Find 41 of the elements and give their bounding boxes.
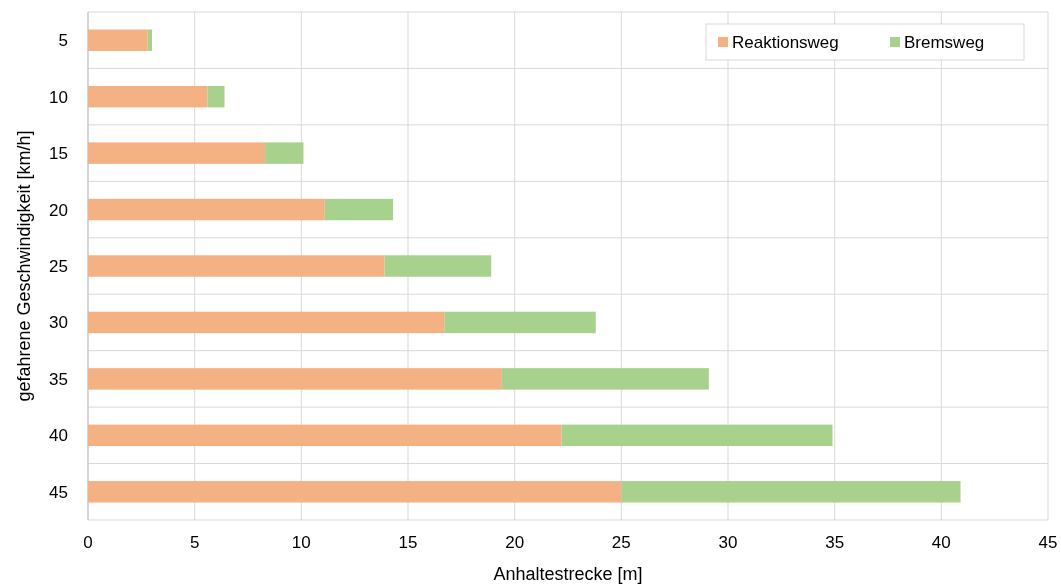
- y-tick-label: 5: [58, 31, 68, 51]
- x-tick-label: 35: [825, 533, 845, 552]
- bar: [88, 424, 562, 447]
- y-tick-label: 10: [49, 87, 68, 107]
- x-tick-label: 15: [398, 533, 418, 552]
- legend-label: Reaktionsweg: [732, 32, 839, 52]
- y-tick-label: 45: [49, 482, 68, 502]
- x-tick-label: 25: [611, 533, 631, 552]
- bar: [88, 481, 622, 503]
- legend-label: Bremsweg: [904, 32, 985, 52]
- y-axis-title: gefahrene Geschwindigkeit [km/h]: [14, 130, 34, 402]
- x-tick-label: 30: [718, 533, 738, 552]
- x-tick-label: 20: [505, 533, 525, 552]
- bar: [88, 198, 325, 221]
- bar: [88, 255, 385, 277]
- y-tick-label: 40: [49, 426, 68, 446]
- bar: [88, 29, 148, 51]
- x-tick-label: 45: [1038, 533, 1058, 552]
- bar: [265, 142, 304, 164]
- y-tick-label: 20: [49, 200, 68, 220]
- x-tick-label: 5: [189, 533, 200, 552]
- bar: [621, 481, 961, 503]
- y-tick-label: 30: [49, 313, 68, 333]
- bar: [561, 424, 833, 447]
- bar: [147, 29, 152, 51]
- bar: [88, 311, 445, 334]
- bar: [501, 368, 709, 390]
- y-tick-label: 35: [49, 369, 68, 389]
- bar: [444, 311, 596, 334]
- bar: [88, 368, 502, 390]
- x-tick-label: 40: [931, 533, 951, 552]
- bar: [88, 85, 208, 108]
- bar: [207, 85, 225, 108]
- bar: [324, 198, 394, 221]
- y-tick-label: 15: [49, 144, 68, 164]
- bar: [88, 142, 266, 164]
- x-tick-label: 0: [83, 533, 93, 552]
- y-tick-label: 25: [49, 256, 68, 276]
- x-axis-title: Anhaltestrecke [m]: [493, 564, 643, 584]
- x-tick-label: 10: [291, 533, 311, 552]
- bar: [384, 255, 492, 277]
